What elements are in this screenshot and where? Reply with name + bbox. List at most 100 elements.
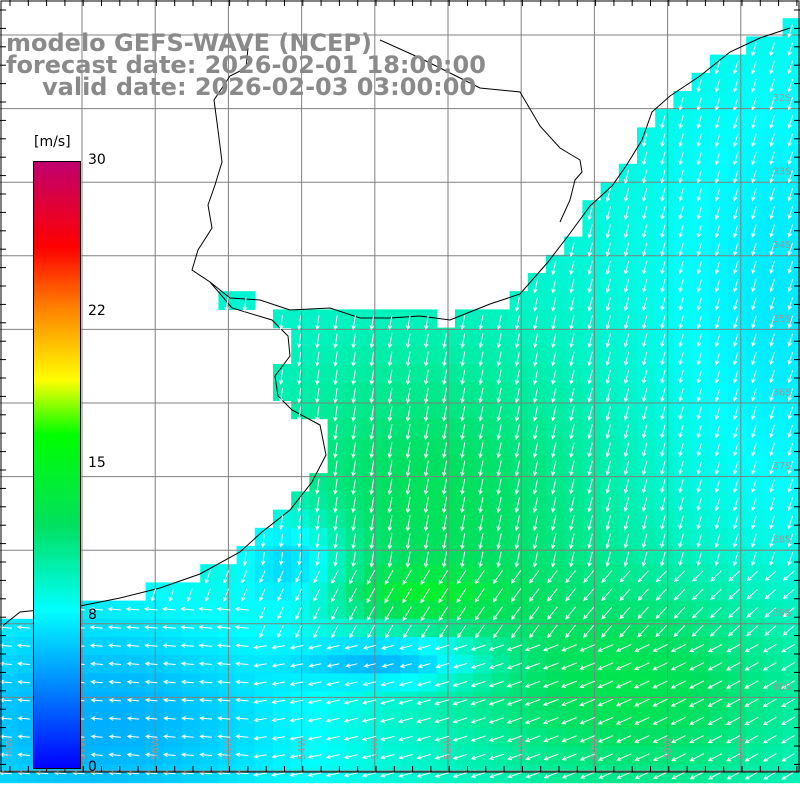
wind-arrow [478, 496, 484, 514]
wind-arrow [460, 351, 466, 367]
wind-arrow [488, 699, 504, 706]
wind-arrow [315, 406, 320, 422]
wind-arrow [434, 681, 450, 687]
wind-arrow [420, 587, 431, 604]
wind-arrow [769, 424, 775, 439]
wind-arrow [696, 224, 702, 239]
wind-arrow [579, 771, 595, 779]
wind-arrow [144, 643, 158, 648]
wind-arrow [542, 644, 559, 652]
wind-arrow [241, 588, 248, 602]
wind-arrow [769, 406, 775, 420]
wind-arrow [642, 388, 648, 403]
wind-arrow [587, 460, 593, 476]
wind-arrow [616, 771, 632, 779]
map-frame [0, 0, 800, 773]
wind-arrow [367, 624, 376, 639]
wind-arrow [478, 460, 484, 477]
wind-arrow [678, 406, 684, 421]
wind-arrow [460, 333, 466, 349]
wind-arrow [714, 479, 721, 494]
wind-arrow [470, 662, 486, 669]
wind-arrow [343, 717, 359, 723]
wind-arrow [751, 479, 757, 493]
wind-arrow [204, 570, 211, 585]
wind-arrow [551, 515, 557, 532]
wind-arrow [725, 716, 741, 726]
colorbar [33, 161, 81, 769]
wind-arrow [470, 717, 486, 724]
wind-arrow [384, 606, 394, 622]
wind-arrow [709, 625, 722, 637]
wind-arrow [787, 297, 794, 311]
wind-arrow [551, 551, 557, 568]
wind-arrow [474, 588, 485, 603]
wind-arrow [506, 662, 523, 670]
wind-arrow [460, 315, 466, 331]
wind-arrow [597, 662, 614, 670]
wind-arrow [524, 644, 541, 652]
wind-arrow [670, 662, 686, 671]
wind-arrow [470, 699, 486, 706]
wind-arrow [787, 261, 794, 275]
wind-arrow [787, 279, 794, 293]
wind-arrow [506, 735, 523, 742]
wind-arrow [787, 515, 794, 530]
wind-arrow [696, 551, 703, 567]
wind-arrow [532, 551, 539, 568]
wind-arrow [496, 405, 502, 422]
wind-arrow [751, 351, 757, 366]
wind-arrow [551, 351, 557, 367]
wind-arrow [714, 351, 721, 366]
wind-arrow [417, 663, 431, 669]
wind-arrow [787, 333, 794, 347]
wind-arrow [90, 661, 103, 667]
wind-arrow [569, 278, 575, 294]
wind-arrow [714, 370, 721, 384]
wind-arrow [733, 169, 739, 184]
wind-arrow [533, 387, 539, 404]
wind-arrow [678, 370, 684, 384]
wind-arrow [781, 680, 795, 689]
wind-arrow [405, 369, 411, 386]
wind-arrow [315, 533, 320, 549]
wind-arrow [642, 479, 648, 494]
wind-arrow [271, 772, 286, 777]
wind-arrow [369, 406, 375, 422]
wind-arrow [616, 753, 632, 761]
wind-arrow [460, 533, 466, 550]
wind-arrow [655, 624, 668, 638]
wind-arrow [696, 115, 702, 130]
wind-arrow [460, 406, 466, 422]
wind-arrow [605, 224, 611, 239]
wind-arrow [781, 734, 795, 744]
wind-arrow [452, 681, 468, 687]
wind-arrow [241, 570, 248, 584]
lat-label: 35S [772, 314, 791, 325]
wind-arrow [732, 551, 739, 567]
wind-arrow [315, 552, 320, 567]
wind-arrow [333, 424, 338, 441]
wind-arrow [333, 515, 338, 531]
wind-arrow [707, 680, 723, 689]
wind-arrow [751, 60, 757, 75]
wind-arrow [623, 442, 630, 458]
wind-arrow [325, 717, 340, 723]
wind-arrow [514, 333, 520, 349]
wind-arrow [787, 479, 794, 493]
wind-arrow [496, 496, 502, 514]
wind-arrow [511, 570, 522, 584]
wind-arrow [642, 424, 648, 439]
wind-arrow [751, 279, 757, 293]
wind-arrow [277, 570, 284, 583]
wind-arrow [642, 442, 648, 458]
wind-arrow [587, 533, 593, 549]
lon-label: 51W [516, 737, 527, 760]
wind-arrow [714, 461, 721, 475]
wind-arrow [751, 206, 757, 220]
wind-arrow [144, 752, 158, 758]
wind-arrow [405, 351, 411, 367]
wind-arrow [222, 570, 230, 584]
wind-arrow [456, 606, 467, 621]
wind-arrow [217, 752, 231, 758]
